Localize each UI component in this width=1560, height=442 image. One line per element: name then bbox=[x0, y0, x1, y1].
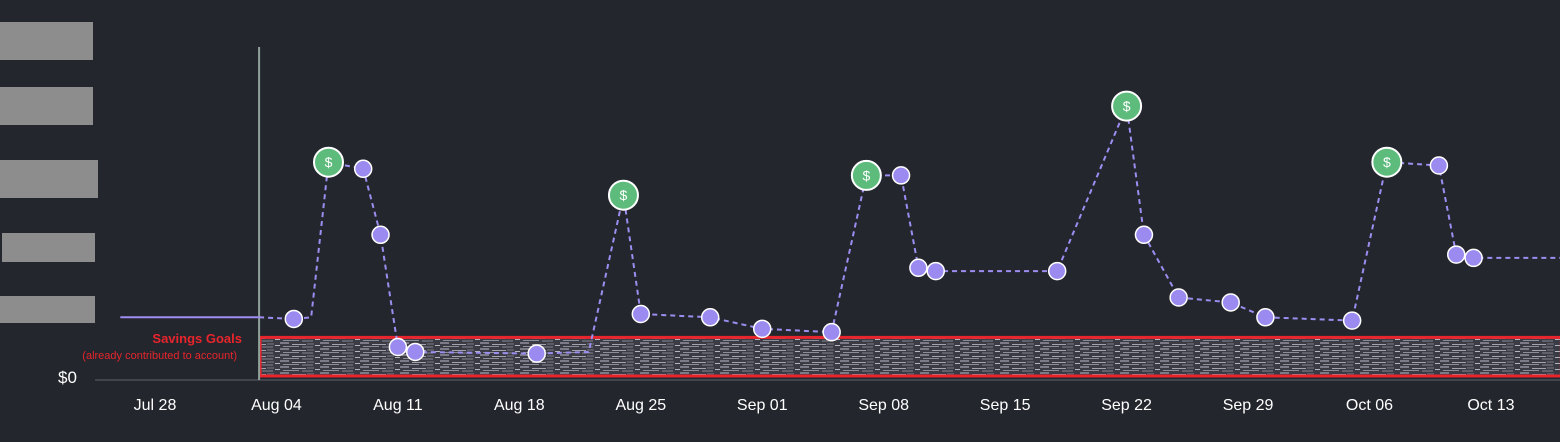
transaction-point bbox=[631, 304, 651, 324]
x-tick-label: Oct 06 bbox=[1345, 397, 1394, 414]
y-tick-label-redacted bbox=[0, 87, 93, 125]
transaction-point bbox=[406, 342, 425, 362]
projected-balance-line bbox=[259, 102, 1560, 355]
transaction-point bbox=[1047, 261, 1067, 281]
transaction-point bbox=[284, 309, 304, 329]
x-tick-label: Sep 22 bbox=[1101, 397, 1152, 414]
x-tick-label: Sep 29 bbox=[1222, 397, 1274, 414]
savings-goals-label: Savings Goals bbox=[152, 331, 242, 346]
savings-goals-sublabel: (already contributed to account) bbox=[82, 350, 237, 362]
income-marker: $ bbox=[1111, 90, 1143, 122]
x-tick-label: Sep 15 bbox=[979, 397, 1031, 414]
transaction-point bbox=[753, 319, 772, 339]
x-tick-label: Oct 13 bbox=[1467, 397, 1515, 414]
dollar-icon: $ bbox=[620, 187, 628, 203]
income-marker-circle bbox=[1111, 90, 1143, 122]
transaction-point bbox=[1464, 248, 1483, 268]
x-tick-label: Sep 08 bbox=[858, 397, 910, 414]
transaction-point bbox=[1342, 311, 1362, 330]
x-tick-label: Aug 04 bbox=[251, 397, 302, 414]
transaction-point bbox=[1429, 156, 1449, 175]
y-tick-label-redacted bbox=[0, 22, 93, 60]
y-tick-label-redacted bbox=[0, 296, 95, 323]
income-marker: $ bbox=[1371, 146, 1403, 178]
income-marker: $ bbox=[313, 146, 344, 178]
y-tick-label-redacted bbox=[2, 233, 95, 262]
dollar-icon: $ bbox=[1123, 98, 1131, 114]
transaction-point bbox=[700, 308, 720, 327]
transaction-point bbox=[1256, 308, 1275, 327]
y-tick-label-redacted bbox=[0, 160, 98, 198]
transaction-point bbox=[1447, 245, 1466, 264]
dollar-icon: $ bbox=[862, 167, 870, 183]
transaction-point bbox=[822, 322, 841, 342]
transaction-point bbox=[388, 337, 408, 357]
dollar-icon: $ bbox=[325, 154, 333, 170]
income-marker-circle bbox=[1371, 146, 1403, 178]
transaction-point bbox=[353, 159, 373, 179]
transaction-point bbox=[1221, 293, 1240, 312]
income-marker-circle bbox=[607, 179, 639, 211]
income-marker-circle bbox=[313, 146, 344, 178]
income-marker: $ bbox=[607, 179, 639, 211]
x-tick-label: Aug 25 bbox=[615, 397, 667, 414]
transaction-point bbox=[1134, 225, 1154, 245]
x-tick-label: Jul 28 bbox=[133, 397, 177, 414]
income-marker-circle bbox=[850, 159, 882, 191]
income-marker: $ bbox=[850, 159, 882, 191]
transaction-point bbox=[891, 166, 911, 185]
x-tick-label: Aug 11 bbox=[373, 397, 423, 414]
dollar-icon: $ bbox=[1383, 154, 1391, 170]
transaction-point bbox=[909, 258, 928, 278]
transaction-point bbox=[1169, 288, 1188, 307]
y-tick-label-zero: $0 bbox=[58, 368, 77, 387]
transaction-point bbox=[926, 261, 945, 281]
transaction-point bbox=[371, 225, 390, 245]
x-tick-label: Aug 18 bbox=[493, 397, 545, 414]
savings-goals-band bbox=[259, 336, 1560, 377]
x-tick-label: Sep 01 bbox=[736, 397, 788, 414]
transaction-point bbox=[527, 344, 546, 363]
